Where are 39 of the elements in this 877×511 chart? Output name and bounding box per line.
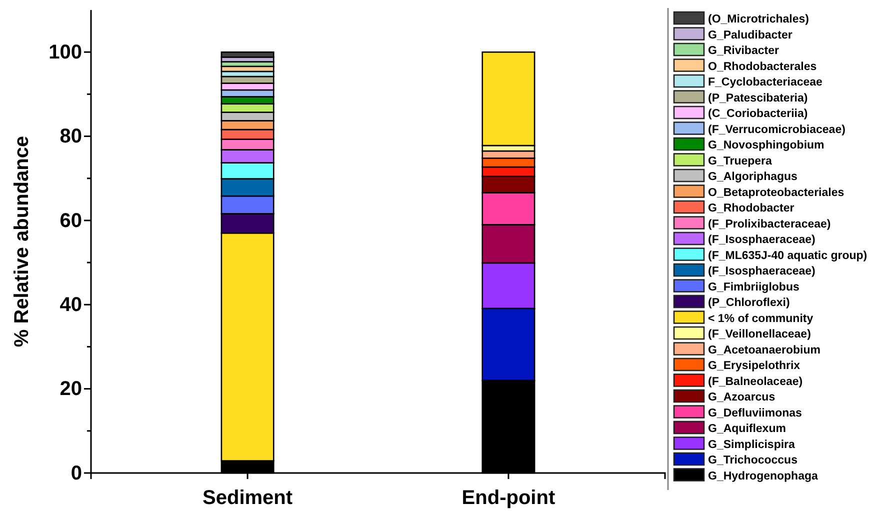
legend-label: G_Algoriphagus (708, 171, 798, 183)
y-tick-label: 100 (48, 41, 82, 64)
legend-label: (F_Veillonellaceae) (708, 328, 812, 340)
y-tick-label: 0 (70, 462, 82, 484)
legend-label: (P_Chloroflexi) (708, 297, 790, 309)
legend-label: G_Simplicispira (708, 438, 796, 451)
legend-label: F_Cyclobacteriaceae (708, 76, 822, 88)
legend-label: G_Fimbriiglobus (708, 281, 800, 294)
legend-label: O_Rhodobacterales (708, 60, 817, 73)
legend-label: G_Defluviimonas (708, 407, 802, 420)
legend-label: (F_ML635J-40 aquatic group) (708, 250, 868, 262)
legend-label: G_Erysipelothrix (708, 360, 801, 372)
legend-label: (F_Isosphaeraceae) (708, 266, 816, 278)
legend-label: (F_Verrucomicrobiaceae) (708, 124, 846, 136)
legend-label: < 1% of community (708, 312, 814, 325)
legend-label: G_Hydrogenophaga (708, 470, 819, 482)
legend-label: (P_Patescibateria) (708, 92, 808, 104)
legend-label: G_Novosphingobium (708, 140, 824, 152)
legend-label: (C_Coriobacteriia) (708, 108, 808, 120)
legend-label: O_Betaproteobacteriales (708, 186, 844, 199)
legend-label: G_Rivibacter (708, 45, 780, 57)
legend-label: G_Rhodobacter (708, 202, 795, 214)
legend-label: G_Paludibacter (708, 29, 793, 42)
x-tick-label: Sediment (202, 487, 293, 509)
y-axis-title: % Relative abundance (11, 136, 33, 348)
legend-label: G_Azoarcus (708, 392, 776, 404)
legend-label: (O_Microtrichales) (708, 14, 810, 26)
legend-label: (F_Balneolaceae) (708, 376, 803, 388)
legend-label: G_Acetoanaerobium (708, 344, 820, 356)
y-tick-label: 40 (60, 294, 82, 316)
legend-label: (F_Prolixibacteraceae) (708, 218, 831, 230)
x-tick-label: End-point (462, 487, 556, 509)
legend-label: G_Trichococcus (708, 454, 798, 466)
legend-label: (F_Isosphaeraceae) (708, 234, 816, 246)
y-tick-label: 20 (60, 378, 82, 400)
y-tick-label: 80 (60, 126, 82, 148)
y-tick-label: 60 (60, 210, 82, 232)
legend-label: G_Aquiflexum (708, 423, 786, 435)
legend-label: G_Truepera (708, 155, 773, 168)
